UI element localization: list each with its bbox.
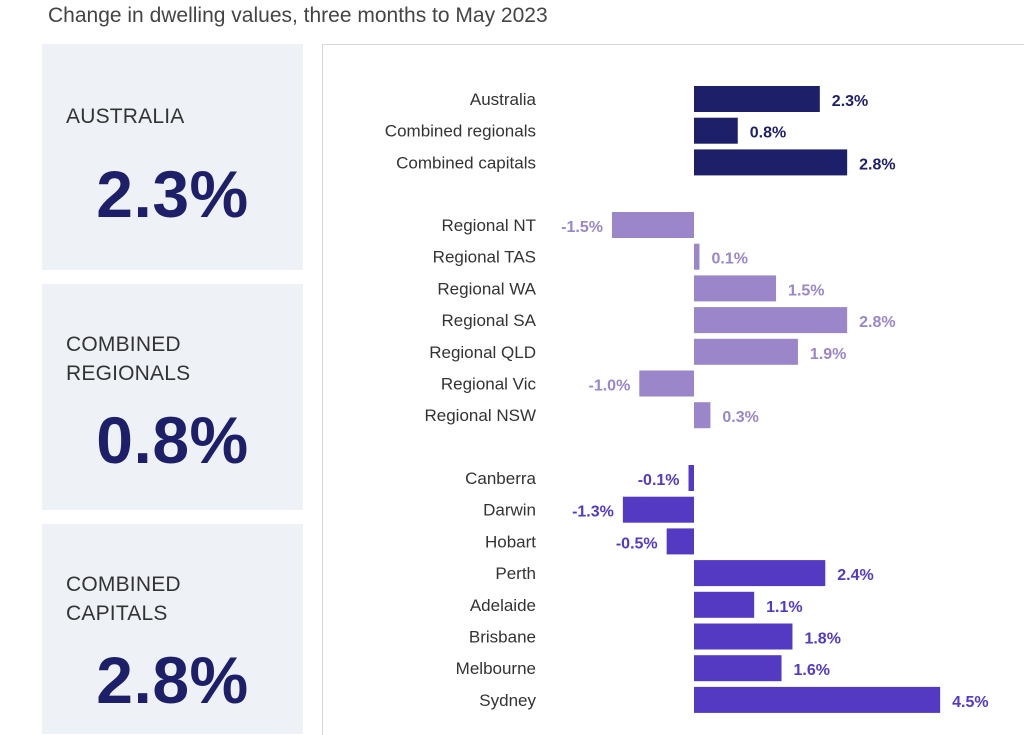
bar-regional-nt xyxy=(611,212,694,238)
value-label-combined-capitals: 2.8% xyxy=(859,156,895,173)
card-label: COMBINED CAPITALS xyxy=(66,573,181,625)
card-value: 0.8% xyxy=(96,403,249,477)
bar-combined-regionals xyxy=(694,117,738,144)
value-label-regional-nsw: 0.3% xyxy=(722,409,758,426)
category-label-regional-vic: Regional Vic xyxy=(441,375,537,394)
value-label-regional-wa: 1.5% xyxy=(788,282,824,299)
bar-regional-vic xyxy=(639,370,694,397)
value-label-canberra: -0.1% xyxy=(638,472,680,489)
card-label: AUSTRALIA xyxy=(66,105,185,128)
category-label-hobart: Hobart xyxy=(485,532,536,551)
bar-perth xyxy=(694,560,826,587)
category-label-regional-qld: Regional QLD xyxy=(429,343,536,362)
category-label-regional-wa: Regional WA xyxy=(437,279,536,298)
chart-title: Change in dwelling values, three months … xyxy=(48,4,548,27)
category-label-combined-capitals: Combined capitals xyxy=(396,153,536,172)
category-label-perth: Perth xyxy=(495,564,536,583)
category-label-darwin: Darwin xyxy=(483,501,536,520)
category-label-australia: Australia xyxy=(470,90,537,109)
summary-card-combined-capitals: COMBINED CAPITALS 2.8% xyxy=(42,524,303,734)
summary-card-combined-regionals: COMBINED REGIONALS 0.8% xyxy=(42,284,303,510)
bar-sydney xyxy=(694,686,941,713)
value-label-perth: 2.4% xyxy=(837,567,873,584)
bar-chart-svg: Australia 2.3% Combined regionals 0.8% Combi… xyxy=(385,86,989,713)
category-label-regional-nt: Regional NT xyxy=(442,216,537,235)
value-label-australia: 2.3% xyxy=(832,93,868,110)
value-label-regional-nt: -1.5% xyxy=(561,219,603,236)
category-label-canberra: Canberra xyxy=(465,469,536,488)
value-label-darwin: -1.3% xyxy=(572,504,614,521)
bar-brisbane xyxy=(694,623,793,650)
value-label-regional-vic: -1.0% xyxy=(589,378,631,395)
bar-chart: Australia 2.3% Combined regionals 0.8% Combi… xyxy=(322,44,1024,735)
bar-regional-nsw xyxy=(694,402,711,429)
value-label-hobart: -0.5% xyxy=(616,535,658,552)
value-label-sydney: 4.5% xyxy=(952,694,988,711)
category-label-regional-nsw: Regional NSW xyxy=(425,406,537,425)
value-label-regional-sa: 2.8% xyxy=(859,314,895,331)
bar-regional-qld xyxy=(694,338,798,365)
bar-canberra xyxy=(688,465,694,491)
value-label-regional-qld: 1.9% xyxy=(810,346,846,363)
category-label-regional-sa: Regional SA xyxy=(441,311,536,330)
value-label-brisbane: 1.8% xyxy=(804,631,840,648)
card-label: COMBINED REGIONALS xyxy=(66,333,191,385)
bar-melbourne xyxy=(694,655,782,682)
category-label-brisbane: Brisbane xyxy=(469,628,536,647)
category-label-sydney: Sydney xyxy=(479,691,536,710)
value-label-melbourne: 1.6% xyxy=(794,662,830,679)
bar-australia xyxy=(694,86,820,112)
category-label-adelaide: Adelaide xyxy=(470,596,536,615)
value-label-combined-regionals: 0.8% xyxy=(750,125,786,142)
bar-hobart xyxy=(666,528,694,555)
bar-combined-capitals xyxy=(694,149,848,176)
category-label-regional-tas: Regional TAS xyxy=(433,248,536,267)
card-value: 2.3% xyxy=(96,157,249,231)
bar-regional-wa xyxy=(694,275,777,302)
value-label-adelaide: 1.1% xyxy=(766,599,802,616)
summary-card-australia: AUSTRALIA 2.3% xyxy=(42,44,303,270)
value-label-regional-tas: 0.1% xyxy=(711,251,747,268)
category-label-combined-regionals: Combined regionals xyxy=(385,122,536,141)
bar-regional-sa xyxy=(694,307,848,334)
bar-regional-tas xyxy=(694,243,700,270)
bar-darwin xyxy=(622,496,694,523)
card-value: 2.8% xyxy=(96,643,249,717)
category-label-melbourne: Melbourne xyxy=(456,659,536,678)
bar-adelaide xyxy=(694,591,755,618)
